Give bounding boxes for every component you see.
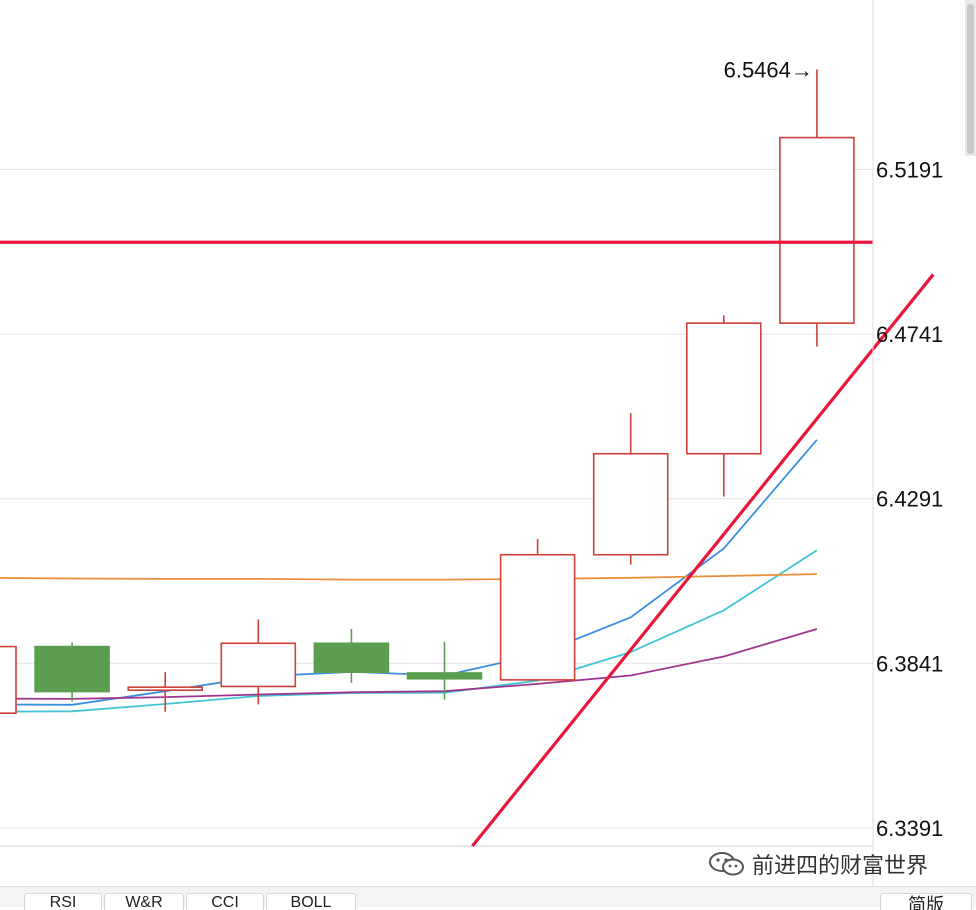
candle-body xyxy=(592,452,669,556)
chart-background xyxy=(0,0,976,886)
drawn-lines xyxy=(0,240,935,848)
y-tick-label: 6.3391 xyxy=(876,816,943,841)
wechat-icon xyxy=(709,852,744,876)
candle-body xyxy=(220,642,297,688)
candle-body xyxy=(313,642,390,673)
indicator-tabs-bar: RSI W&R CCI BOLL 简版 xyxy=(0,886,976,910)
candle-body xyxy=(406,672,483,680)
candle-up xyxy=(499,538,576,681)
tab-wr[interactable]: W&R xyxy=(104,893,184,910)
candle-up xyxy=(127,672,203,712)
candle-up xyxy=(779,69,855,347)
candlestick-chart: 6.5191 6.4741 6.4291 6.3841 6.3391 6.5464→ xyxy=(0,0,976,886)
candle-body xyxy=(34,645,110,693)
moving-average-lines xyxy=(0,439,818,713)
simple-version-label: 简版 xyxy=(908,895,944,910)
candle-up xyxy=(220,619,297,705)
candle-up xyxy=(592,413,669,565)
y-tick-label: 6.4741 xyxy=(876,322,943,347)
candle-up xyxy=(685,315,762,497)
candle-body xyxy=(685,322,762,455)
simple-version-button[interactable]: 简版 xyxy=(880,893,972,910)
y-tick-label: 6.3841 xyxy=(876,651,943,676)
candle-down xyxy=(34,642,110,702)
tab-cci[interactable]: CCI xyxy=(186,893,264,910)
candle-body xyxy=(127,686,203,691)
tab-label: RSI xyxy=(49,894,77,910)
candle-up xyxy=(0,645,17,714)
candle-down xyxy=(313,629,390,683)
scrollbar-thumb[interactable] xyxy=(967,4,974,154)
candles xyxy=(0,69,855,714)
moving-average-line xyxy=(0,549,818,713)
peak-value-label: 6.5464→ xyxy=(724,58,813,83)
tab-boll[interactable]: BOLL xyxy=(266,893,356,910)
candle-body xyxy=(499,553,576,681)
y-tick-label: 6.5191 xyxy=(876,157,943,182)
tab-label: W&R xyxy=(125,894,163,910)
candle-body xyxy=(0,645,17,714)
moving-average-line xyxy=(0,628,818,700)
trend-line xyxy=(471,273,935,848)
tab-label: BOLL xyxy=(290,894,332,910)
y-tick-label: 6.4291 xyxy=(876,487,943,512)
y-axis xyxy=(872,0,976,886)
watermark-text: 前进四的财富世界 xyxy=(752,854,929,879)
axis-labels: 6.5191 6.4741 6.4291 6.3841 6.3391 6.5464→ xyxy=(724,58,944,842)
watermark: 前进四的财富世界 xyxy=(708,848,928,880)
tab-label: CCI xyxy=(211,894,239,910)
moving-average-line xyxy=(0,573,817,581)
candle-down xyxy=(406,641,483,700)
candle-body xyxy=(779,136,855,324)
tab-rsi[interactable]: RSI xyxy=(24,893,102,910)
grid-lines xyxy=(0,168,873,847)
